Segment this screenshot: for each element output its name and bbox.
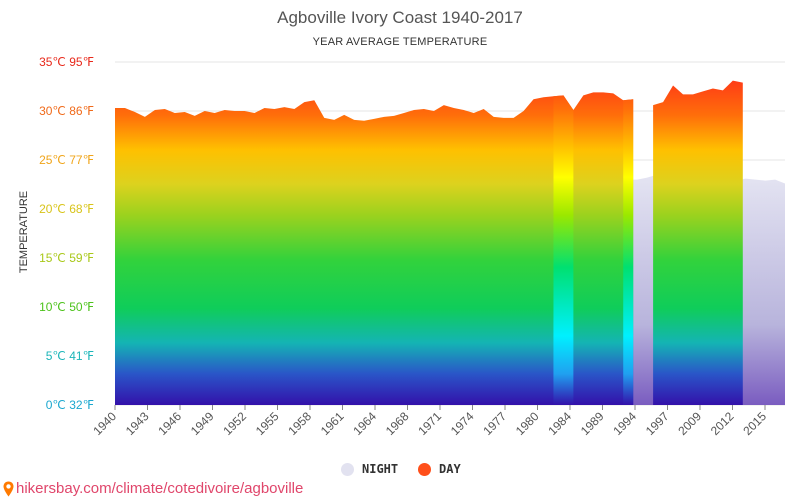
y-tick-label: 25℃ 77℉ <box>39 153 94 167</box>
y-tick-label: 5℃ 41℉ <box>46 349 94 363</box>
x-tick-label: 1989 <box>578 409 607 438</box>
x-tick-label: 1968 <box>383 409 412 438</box>
x-tick-label: 1943 <box>123 409 152 438</box>
legend-item-night[interactable]: NIGHT <box>341 462 398 476</box>
x-tick-label: 1980 <box>513 409 542 438</box>
y-tick-label: 35℃ 95℉ <box>39 55 94 69</box>
x-tick-label: 2015 <box>740 409 769 438</box>
map-pin-icon <box>3 481 14 496</box>
x-tick-label: 2009 <box>675 409 704 438</box>
x-tick-label: 1952 <box>220 409 249 438</box>
legend-item-day[interactable]: DAY <box>418 462 461 476</box>
chart-subtitle: YEAR AVERAGE TEMPERATURE <box>312 36 488 48</box>
x-axis-ticks: 1940 1943 1946 1949 1952 1955 1958 1961 1964 1968… <box>90 405 769 438</box>
x-tick-label: 1958 <box>285 409 314 438</box>
y-tick-label: 15℃ 59℉ <box>39 251 94 265</box>
x-tick-label: 1961 <box>318 409 347 438</box>
day-highlight-band <box>623 99 634 406</box>
x-tick-label: 1940 <box>90 409 119 438</box>
legend-night-dot-icon <box>341 462 354 476</box>
x-tick-label: 1974 <box>448 409 477 438</box>
legend-day-dot-icon <box>418 462 431 476</box>
x-tick-label: 1964 <box>350 409 379 438</box>
x-tick-label: 2012 <box>708 409 737 438</box>
x-tick-label: 1946 <box>155 409 184 438</box>
series-layer <box>115 80 785 406</box>
x-tick-label: 1955 <box>253 409 282 438</box>
x-tick-label: 1997 <box>643 409 672 438</box>
x-tick-label: 1994 <box>610 409 639 438</box>
y-tick-label: 10℃ 50℉ <box>39 300 94 314</box>
y-axis-ticks: 0℃ 32℉ 5℃ 41℉ 10℃ 50℉ 15℃ 59℉ 20℃ 68℉ 25℃ 77℉… <box>39 55 94 412</box>
source-link[interactable]: hikersbay.com/climate/cotedivoire/agbovi… <box>3 480 303 497</box>
y-tick-label: 0℃ 32℉ <box>46 398 94 412</box>
day-area-segment <box>115 92 634 405</box>
x-tick-label: 1984 <box>545 409 574 438</box>
legend-day-label: DAY <box>439 462 461 476</box>
x-tick-label: 1977 <box>480 409 509 438</box>
y-tick-label: 30℃ 86℉ <box>39 104 94 118</box>
day-highlight-band <box>553 95 574 405</box>
y-tick-label: 20℃ 68℉ <box>39 202 94 216</box>
x-tick-label: 1971 <box>415 409 444 438</box>
day-area-segment <box>653 80 743 406</box>
source-url[interactable]: hikersbay.com/climate/cotedivoire/agbovi… <box>16 480 304 497</box>
page-title: Agboville Ivory Coast 1940-2017 <box>277 8 523 27</box>
x-tick-label: 1949 <box>188 409 217 438</box>
legend-night-label: NIGHT <box>362 462 399 476</box>
